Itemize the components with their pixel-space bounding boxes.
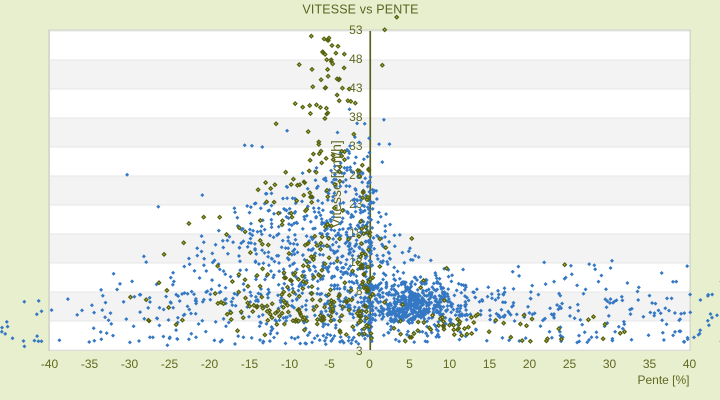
svg-text:-30: -30 (121, 357, 139, 371)
svg-text:-40: -40 (41, 357, 59, 371)
svg-text:38: 38 (349, 110, 363, 124)
svg-text:40: 40 (683, 357, 697, 371)
svg-text:-15: -15 (241, 357, 259, 371)
svg-text:10: 10 (443, 357, 457, 371)
svg-text:15: 15 (483, 357, 497, 371)
svg-text:0: 0 (366, 357, 373, 371)
svg-text:-5: -5 (324, 357, 335, 371)
svg-text:5: 5 (406, 357, 413, 371)
svg-text:35: 35 (643, 357, 657, 371)
svg-text:25: 25 (563, 357, 577, 371)
svg-text:48: 48 (349, 52, 363, 66)
svg-text:8: 8 (356, 284, 363, 298)
svg-text:Pente [%]: Pente [%] (637, 373, 689, 387)
svg-text:-20: -20 (201, 357, 219, 371)
svg-text:53: 53 (349, 23, 363, 37)
svg-text:VITESSE vs PENTE: VITESSE vs PENTE (302, 2, 418, 16)
svg-text:3: 3 (356, 344, 363, 358)
svg-text:20: 20 (523, 357, 537, 371)
svg-text:-10: -10 (281, 357, 299, 371)
svg-text:43: 43 (349, 81, 363, 95)
svg-text:30: 30 (603, 357, 617, 371)
svg-text:-25: -25 (161, 357, 179, 371)
svg-text:-35: -35 (81, 357, 99, 371)
